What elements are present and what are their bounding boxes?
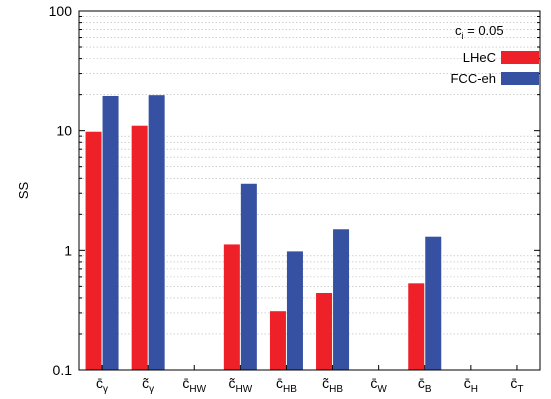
x-tick-label: c̃γ xyxy=(142,375,154,395)
x-tick-label: c̄T xyxy=(510,375,523,395)
bar-fcc-eh-5 xyxy=(333,229,350,370)
bar-fcc-eh-4 xyxy=(286,251,303,370)
y-tick-label: 1 xyxy=(64,242,72,258)
x-axis-labels: c̄γ c̃γ c̄HW c̃HW c̄HB c̃HB c̄W c̄B c̄H c̄T xyxy=(96,365,524,395)
x-tick-label: c̃HW xyxy=(229,375,253,395)
bar-fcc-eh-0 xyxy=(102,95,119,370)
bar-lhec-3 xyxy=(223,244,240,370)
y-axis-label: SS xyxy=(16,182,31,200)
bar-lhec-0 xyxy=(85,131,102,370)
x-tick-label: c̄B xyxy=(418,375,432,395)
bar-fcc-eh-7 xyxy=(425,236,442,370)
bar-lhec-4 xyxy=(269,311,286,370)
x-tick-label: c̃HB xyxy=(322,375,343,395)
bar-lhec-5 xyxy=(316,293,333,370)
bars xyxy=(85,95,442,370)
legend-swatch-lhec xyxy=(501,51,539,64)
bar-lhec-1 xyxy=(131,125,148,370)
legend-title: ci = 0.05 xyxy=(455,23,504,41)
bar-fcc-eh-3 xyxy=(240,183,257,370)
x-tick-label: c̄HB xyxy=(276,375,297,395)
y-tick-label: 100 xyxy=(49,3,73,19)
plot-frame xyxy=(78,10,541,371)
x-tick-label: c̄γ xyxy=(96,375,108,395)
y-tick-label: 0.1 xyxy=(53,362,73,378)
x-tick-label: c̄H xyxy=(464,375,478,395)
legend: ci = 0.05 LHeC FCC-eh xyxy=(450,23,539,86)
x-tick-label: c̄W xyxy=(370,375,387,395)
legend-label-fcc-eh: FCC-eh xyxy=(450,71,496,86)
bar-fcc-eh-1 xyxy=(148,95,165,370)
y-axis-ticks: 0.1 1 10 100 xyxy=(49,3,540,378)
x-tick-label: c̄HW xyxy=(182,375,206,395)
bar-lhec-7 xyxy=(408,283,425,370)
legend-swatch-fcc-eh xyxy=(501,72,539,85)
y-tick-label: 10 xyxy=(56,123,72,139)
legend-label-lhec: LHeC xyxy=(463,50,496,65)
